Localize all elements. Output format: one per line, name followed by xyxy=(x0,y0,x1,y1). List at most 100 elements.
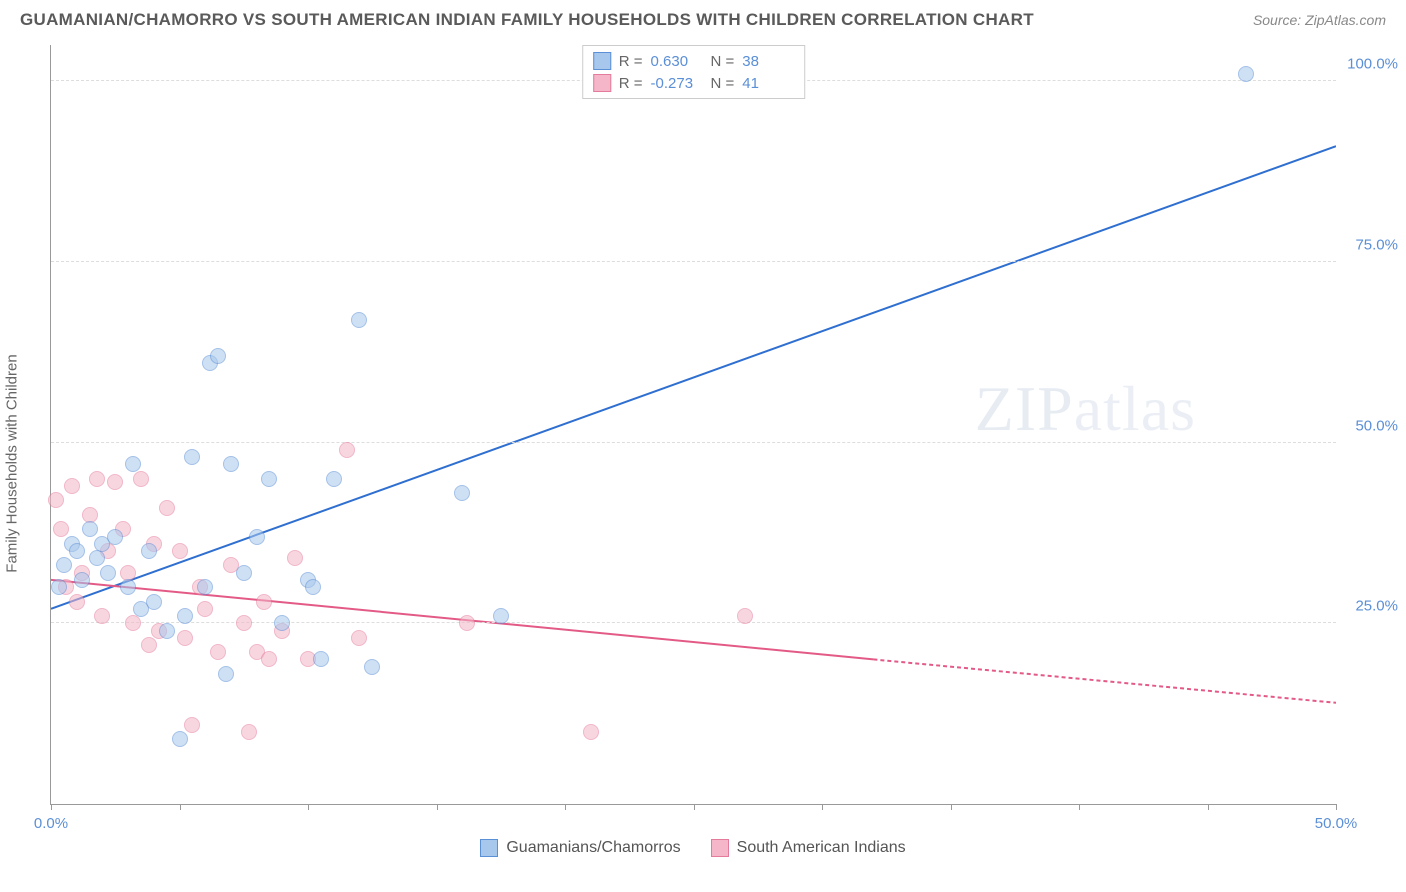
scatter-point xyxy=(146,594,162,610)
scatter-point xyxy=(64,478,80,494)
scatter-point xyxy=(89,471,105,487)
scatter-point xyxy=(583,724,599,740)
scatter-point xyxy=(82,521,98,537)
scatter-point xyxy=(125,615,141,631)
legend-row-blue: R = 0.630 N = 38 xyxy=(593,50,795,72)
scatter-point xyxy=(241,724,257,740)
scatter-point xyxy=(256,594,272,610)
scatter-point xyxy=(172,731,188,747)
r-label: R = xyxy=(619,75,643,92)
swatch-pink xyxy=(593,74,611,92)
scatter-point xyxy=(1238,66,1254,82)
x-tick xyxy=(1079,804,1080,810)
x-tick xyxy=(1208,804,1209,810)
scatter-point xyxy=(89,550,105,566)
x-tick-label: 50.0% xyxy=(1315,815,1358,832)
scatter-point xyxy=(313,651,329,667)
swatch-blue-icon xyxy=(480,839,498,857)
scatter-point xyxy=(94,608,110,624)
scatter-point xyxy=(159,623,175,639)
watermark-b: atlas xyxy=(1074,373,1196,444)
scatter-point xyxy=(364,659,380,675)
scatter-point xyxy=(493,608,509,624)
scatter-point xyxy=(261,471,277,487)
scatter-point xyxy=(236,615,252,631)
scatter-point xyxy=(125,456,141,472)
watermark-a: ZIP xyxy=(975,373,1074,444)
scatter-point xyxy=(177,630,193,646)
scatter-point xyxy=(141,637,157,653)
scatter-point xyxy=(184,717,200,733)
x-tick xyxy=(694,804,695,810)
chart-container: Family Households with Children R = 0.63… xyxy=(0,35,1406,875)
scatter-point xyxy=(351,630,367,646)
scatter-point xyxy=(172,543,188,559)
scatter-point xyxy=(133,471,149,487)
scatter-point xyxy=(197,579,213,595)
scatter-point xyxy=(326,471,342,487)
swatch-pink-icon xyxy=(711,839,729,857)
x-tick xyxy=(51,804,52,810)
watermark: ZIPatlas xyxy=(975,372,1196,446)
scatter-point xyxy=(737,608,753,624)
x-tick xyxy=(822,804,823,810)
r-label: R = xyxy=(619,53,643,70)
r-value-blue: 0.630 xyxy=(651,53,703,70)
scatter-point xyxy=(287,550,303,566)
n-label: N = xyxy=(711,75,735,92)
y-axis-label: Family Households with Children xyxy=(4,354,21,572)
y-tick-label: 25.0% xyxy=(1355,598,1398,615)
scatter-point xyxy=(159,500,175,516)
scatter-point xyxy=(339,442,355,458)
scatter-point xyxy=(48,492,64,508)
scatter-point xyxy=(223,456,239,472)
trend-lines xyxy=(51,45,1336,804)
scatter-point xyxy=(459,615,475,631)
scatter-point xyxy=(177,608,193,624)
legend-item-pink: South American Indians xyxy=(711,839,906,857)
correlation-legend: R = 0.630 N = 38 R = -0.273 N = 41 xyxy=(582,45,806,99)
scatter-point xyxy=(100,565,116,581)
scatter-point xyxy=(218,666,234,682)
scatter-point xyxy=(74,572,90,588)
legend-label-blue: Guamanians/Chamorros xyxy=(506,839,680,857)
scatter-point xyxy=(236,565,252,581)
scatter-point xyxy=(305,579,321,595)
scatter-point xyxy=(210,644,226,660)
r-value-pink: -0.273 xyxy=(651,75,703,92)
scatter-point xyxy=(249,529,265,545)
x-tick xyxy=(1336,804,1337,810)
scatter-point xyxy=(210,348,226,364)
scatter-point xyxy=(197,601,213,617)
grid-line xyxy=(51,442,1336,443)
scatter-point xyxy=(53,521,69,537)
source-label: Source: ZipAtlas.com xyxy=(1253,12,1386,28)
scatter-point xyxy=(56,557,72,573)
x-tick xyxy=(437,804,438,810)
x-tick xyxy=(951,804,952,810)
x-tick xyxy=(565,804,566,810)
y-tick-label: 75.0% xyxy=(1355,236,1398,253)
x-tick xyxy=(180,804,181,810)
scatter-point xyxy=(351,312,367,328)
scatter-point xyxy=(69,543,85,559)
legend-row-pink: R = -0.273 N = 41 xyxy=(593,72,795,94)
scatter-point xyxy=(454,485,470,501)
x-tick xyxy=(308,804,309,810)
n-value-blue: 38 xyxy=(742,53,794,70)
y-tick-label: 50.0% xyxy=(1355,417,1398,434)
scatter-point xyxy=(120,579,136,595)
series-legend: Guamanians/Chamorros South American Indi… xyxy=(50,839,1336,857)
scatter-point xyxy=(69,594,85,610)
scatter-point xyxy=(261,651,277,667)
scatter-point xyxy=(107,474,123,490)
scatter-point xyxy=(141,543,157,559)
scatter-point xyxy=(51,579,67,595)
legend-label-pink: South American Indians xyxy=(737,839,906,857)
scatter-point xyxy=(274,615,290,631)
legend-item-blue: Guamanians/Chamorros xyxy=(480,839,680,857)
scatter-point xyxy=(107,529,123,545)
y-tick-label: 100.0% xyxy=(1347,56,1398,73)
chart-title: GUAMANIAN/CHAMORRO VS SOUTH AMERICAN IND… xyxy=(20,10,1034,30)
swatch-blue xyxy=(593,52,611,70)
